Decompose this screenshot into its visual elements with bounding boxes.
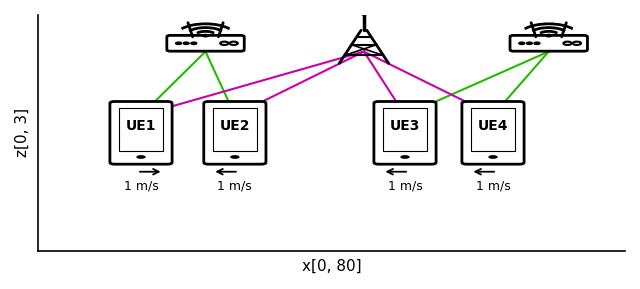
X-axis label: x[0, 80]: x[0, 80] — [302, 259, 362, 274]
Y-axis label: z[0, 3]: z[0, 3] — [15, 108, 30, 158]
FancyBboxPatch shape — [167, 35, 244, 51]
Circle shape — [361, 13, 367, 15]
Text: UE4: UE4 — [477, 119, 508, 133]
Text: 1 m/s: 1 m/s — [388, 179, 422, 192]
Circle shape — [546, 34, 552, 37]
Circle shape — [519, 42, 525, 45]
Text: 1 m/s: 1 m/s — [476, 179, 510, 192]
Circle shape — [534, 42, 540, 45]
Text: 1 m/s: 1 m/s — [218, 179, 252, 192]
Circle shape — [400, 155, 410, 159]
Text: UE2: UE2 — [220, 119, 250, 133]
Circle shape — [191, 42, 196, 45]
Circle shape — [203, 34, 209, 37]
FancyBboxPatch shape — [110, 101, 172, 164]
Text: 1 m/s: 1 m/s — [124, 179, 158, 192]
FancyBboxPatch shape — [213, 108, 257, 151]
Circle shape — [183, 42, 189, 45]
FancyBboxPatch shape — [374, 101, 436, 164]
FancyBboxPatch shape — [119, 108, 163, 151]
FancyBboxPatch shape — [204, 101, 266, 164]
Circle shape — [488, 155, 498, 159]
Circle shape — [175, 42, 182, 45]
Circle shape — [136, 155, 146, 159]
Text: UE1: UE1 — [125, 119, 156, 133]
Text: UE3: UE3 — [390, 119, 420, 133]
FancyBboxPatch shape — [471, 108, 515, 151]
FancyBboxPatch shape — [510, 35, 588, 51]
FancyBboxPatch shape — [383, 108, 427, 151]
Circle shape — [230, 155, 239, 159]
FancyBboxPatch shape — [462, 101, 524, 164]
Circle shape — [527, 42, 532, 45]
